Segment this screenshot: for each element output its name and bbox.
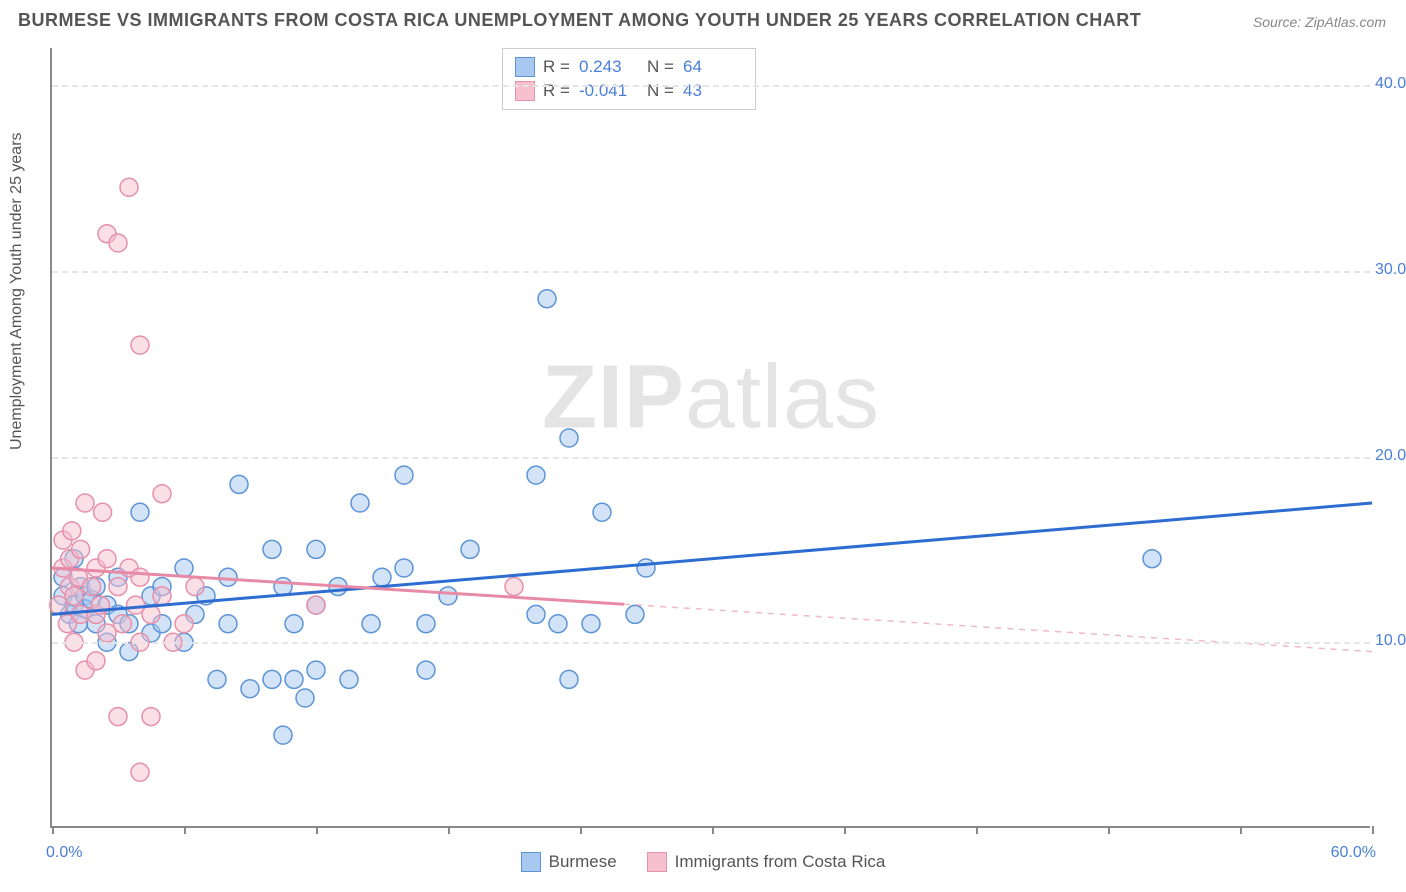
x-tick-mark: [844, 826, 846, 834]
regression-line: [52, 503, 1372, 614]
scatter-point: [87, 652, 105, 670]
scatter-point: [296, 689, 314, 707]
scatter-point: [307, 540, 325, 558]
scatter-point: [65, 587, 83, 605]
scatter-point: [131, 763, 149, 781]
x-tick-mark: [976, 826, 978, 834]
scatter-point: [560, 670, 578, 688]
y-axis-label: Unemployment Among Youth under 25 years: [8, 132, 26, 450]
scatter-point: [395, 559, 413, 577]
scatter-point: [340, 670, 358, 688]
scatter-point: [131, 503, 149, 521]
series-legend-label: Burmese: [549, 852, 617, 872]
scatter-point: [153, 587, 171, 605]
scatter-point: [351, 494, 369, 512]
scatter-point: [109, 578, 127, 596]
scatter-point: [395, 466, 413, 484]
scatter-point: [186, 578, 204, 596]
scatter-point: [307, 596, 325, 614]
gridline-h: [52, 642, 1370, 644]
y-tick-label: 10.0%: [1375, 632, 1406, 650]
scatter-point: [76, 494, 94, 512]
plot-area: ZIPatlas R =0.243N =64R =-0.041N =43 10.…: [50, 48, 1370, 828]
gridline-h: [52, 457, 1370, 459]
x-tick-mark: [1240, 826, 1242, 834]
gridline-h: [52, 271, 1370, 273]
scatter-point: [142, 605, 160, 623]
scatter-point: [307, 661, 325, 679]
scatter-point: [461, 540, 479, 558]
series-legend-item: Immigrants from Costa Rica: [647, 852, 886, 872]
x-tick-mark: [1372, 826, 1374, 834]
scatter-point: [83, 578, 101, 596]
scatter-point: [175, 559, 193, 577]
series-legend-item: Burmese: [521, 852, 617, 872]
legend-swatch: [521, 852, 541, 872]
scatter-point: [285, 615, 303, 633]
scatter-point: [109, 708, 127, 726]
scatter-point: [527, 605, 545, 623]
x-tick-mark: [712, 826, 714, 834]
series-legend: Burmese Immigrants from Costa Rica: [0, 852, 1406, 872]
scatter-point: [208, 670, 226, 688]
scatter-point: [263, 540, 281, 558]
x-tick-mark: [184, 826, 186, 834]
scatter-point: [72, 540, 90, 558]
x-tick-mark: [52, 826, 54, 834]
chart-title: BURMESE VS IMMIGRANTS FROM COSTA RICA UN…: [18, 10, 1141, 31]
source-label: Source: ZipAtlas.com: [1253, 14, 1386, 30]
scatter-point: [417, 661, 435, 679]
chart-container: BURMESE VS IMMIGRANTS FROM COSTA RICA UN…: [0, 0, 1406, 892]
scatter-point: [417, 615, 435, 633]
scatter-point: [153, 485, 171, 503]
scatter-point: [505, 578, 523, 596]
x-tick-mark: [316, 826, 318, 834]
series-legend-label: Immigrants from Costa Rica: [675, 852, 886, 872]
y-tick-label: 30.0%: [1375, 261, 1406, 279]
scatter-point: [439, 587, 457, 605]
scatter-point: [527, 466, 545, 484]
chart-svg: [52, 48, 1370, 826]
scatter-point: [109, 234, 127, 252]
y-tick-label: 20.0%: [1375, 447, 1406, 465]
scatter-point: [1143, 550, 1161, 568]
scatter-point: [175, 615, 193, 633]
scatter-point: [142, 708, 160, 726]
gridline-h: [52, 85, 1370, 87]
scatter-point: [274, 726, 292, 744]
scatter-point: [241, 680, 259, 698]
scatter-point: [560, 429, 578, 447]
scatter-point: [63, 522, 81, 540]
scatter-point: [538, 290, 556, 308]
scatter-point: [362, 615, 380, 633]
scatter-point: [582, 615, 600, 633]
scatter-point: [219, 615, 237, 633]
scatter-point: [626, 605, 644, 623]
scatter-point: [113, 615, 131, 633]
scatter-point: [131, 568, 149, 586]
scatter-point: [131, 336, 149, 354]
x-tick-mark: [580, 826, 582, 834]
scatter-point: [373, 568, 391, 586]
legend-swatch: [647, 852, 667, 872]
scatter-point: [593, 503, 611, 521]
scatter-point: [94, 503, 112, 521]
scatter-point: [285, 670, 303, 688]
scatter-point: [274, 578, 292, 596]
regression-line-extrapolated: [624, 604, 1372, 651]
scatter-point: [98, 550, 116, 568]
scatter-point: [230, 475, 248, 493]
scatter-point: [637, 559, 655, 577]
scatter-point: [120, 178, 138, 196]
y-tick-label: 40.0%: [1375, 75, 1406, 93]
scatter-point: [549, 615, 567, 633]
x-tick-mark: [1108, 826, 1110, 834]
scatter-point: [263, 670, 281, 688]
x-tick-mark: [448, 826, 450, 834]
